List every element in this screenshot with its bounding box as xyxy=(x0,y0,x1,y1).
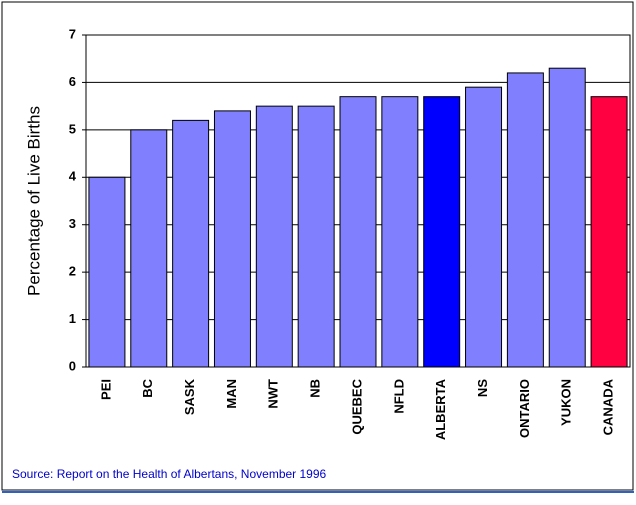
bar xyxy=(88,176,126,368)
y-tick-label: 1 xyxy=(69,311,76,326)
bar xyxy=(297,105,335,368)
y-tick-label: 7 xyxy=(69,26,76,41)
x-tick-label: NB xyxy=(308,379,323,398)
bar xyxy=(339,96,377,368)
x-tick-label: ALBERTA xyxy=(433,378,448,440)
y-axis-label: Percentage of Live Births xyxy=(24,106,43,296)
x-tick-label: QUEBEC xyxy=(349,378,364,434)
x-tick-label: YUKON xyxy=(559,379,574,426)
bar xyxy=(548,67,586,368)
bar xyxy=(506,72,544,368)
y-tick-label: 3 xyxy=(69,216,76,231)
x-tick-label: ONTARIO xyxy=(517,379,532,438)
y-tick-label: 4 xyxy=(69,169,77,184)
x-tick-label: SASK xyxy=(182,378,197,415)
y-tick-label: 0 xyxy=(69,358,76,373)
x-tick-label: CANADA xyxy=(601,378,616,435)
bar xyxy=(381,96,419,368)
bar xyxy=(130,129,168,368)
y-tick-label: 6 xyxy=(69,74,76,89)
x-tick-label: NS xyxy=(475,379,490,397)
bar xyxy=(172,119,210,368)
bar xyxy=(590,96,628,368)
x-tick-label: PEI xyxy=(98,379,113,400)
source: Source: Report on the Health of Albertan… xyxy=(12,467,327,481)
bar xyxy=(465,86,503,368)
bar xyxy=(255,105,293,368)
y-tick-label: 5 xyxy=(69,121,76,136)
x-tick-label: MAN xyxy=(224,379,239,409)
bar xyxy=(213,110,251,368)
bar xyxy=(423,96,461,368)
y-tick-label: 2 xyxy=(69,264,76,279)
x-tick-label: BC xyxy=(140,378,155,397)
x-tick-label: NFLD xyxy=(391,379,406,414)
x-tick-label: NWT xyxy=(266,379,281,409)
